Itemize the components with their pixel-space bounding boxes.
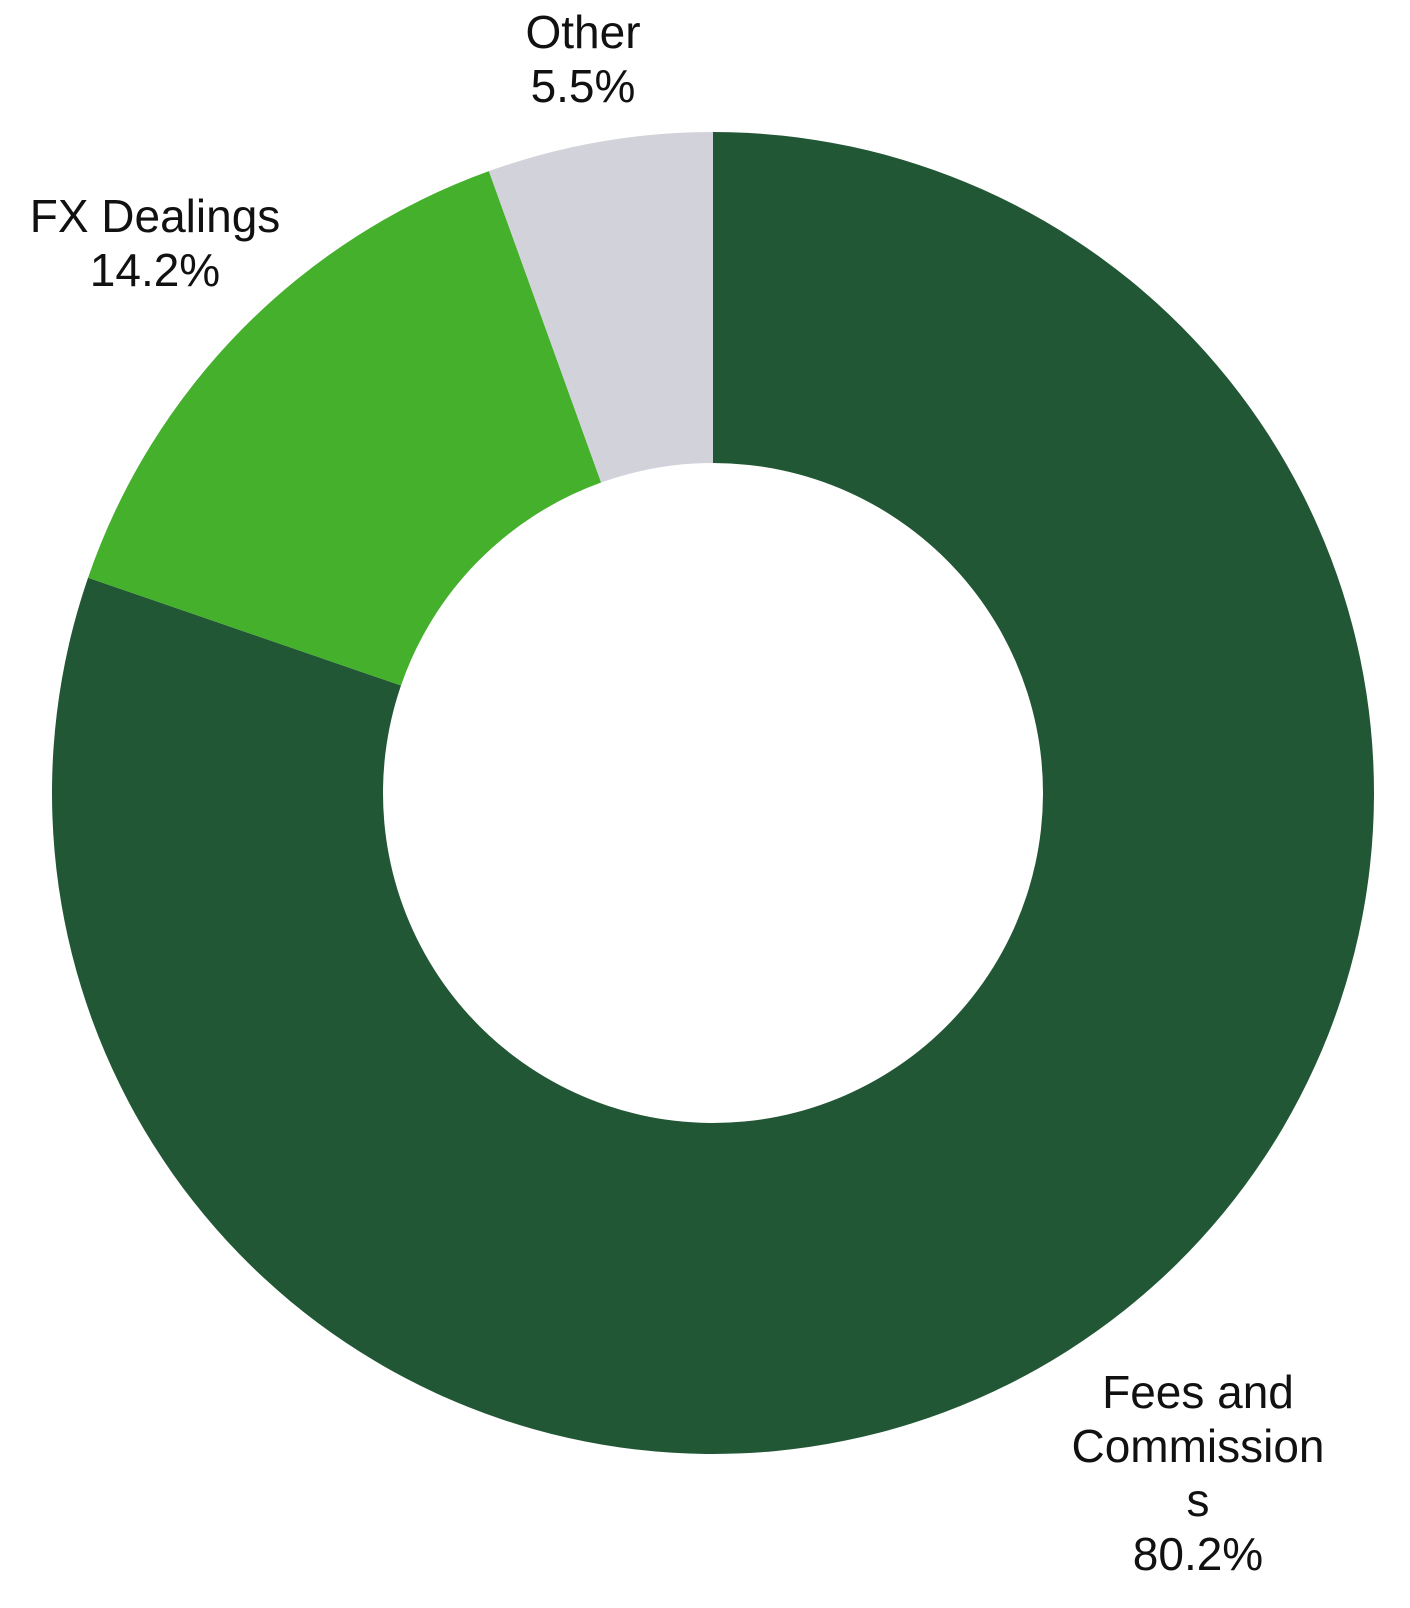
slice-name-label: Other: [525, 6, 640, 58]
slice-name-label: s: [1187, 1474, 1210, 1526]
slice-name-label: Fees and: [1102, 1366, 1294, 1418]
slice-fees-and-commission-s: [51, 132, 1374, 1455]
slice-fx-dealings: [88, 171, 602, 686]
slice-value-label: 80.2%: [1133, 1528, 1263, 1580]
slice-name-label: Commission: [1071, 1420, 1324, 1472]
slice-value-label: 14.2%: [90, 244, 220, 296]
slices: [51, 132, 1374, 1455]
slice-name-label: FX Dealings: [30, 190, 281, 242]
slice-value-label: 5.5%: [531, 60, 636, 112]
slice-other: [488, 132, 713, 483]
